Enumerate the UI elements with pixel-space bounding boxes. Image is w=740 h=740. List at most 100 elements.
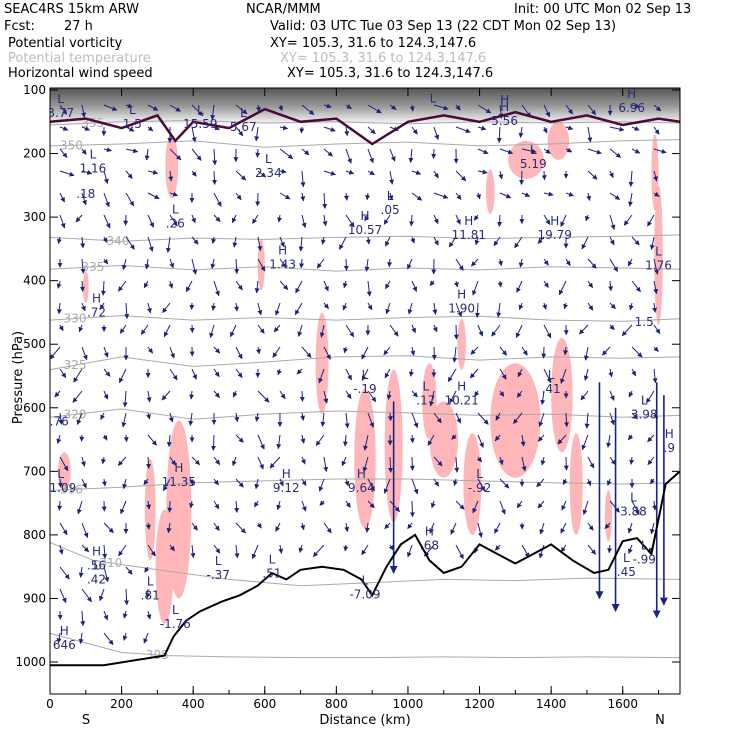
wind-vector (386, 390, 392, 400)
wind-vector (209, 324, 215, 339)
wind-vector (542, 126, 548, 134)
wind-vector (477, 522, 483, 538)
pv-anomaly-shading (57, 452, 71, 491)
wind-vector (300, 170, 306, 188)
plot-frame (49, 87, 681, 695)
wind-vector (234, 412, 240, 423)
pv-extremum-type: H (500, 100, 509, 114)
pv-extremum: .18 (76, 187, 95, 201)
pv-extremum-type: H (665, 427, 674, 441)
wind-vector (385, 280, 391, 290)
wind-vector (188, 412, 194, 426)
wind-vector (472, 280, 479, 296)
wind-vector (498, 456, 504, 466)
wind-vector (213, 522, 220, 532)
wind-vector (213, 280, 220, 297)
pv-extremum-type: H (357, 467, 366, 481)
wind-vector (652, 368, 658, 384)
wind-vector (647, 214, 655, 227)
pv-extremum-type: L (172, 203, 179, 217)
wind-vector (521, 544, 530, 558)
wind-vector (275, 522, 281, 532)
wind-vector (499, 390, 505, 397)
wind-vector (102, 434, 108, 441)
wind-vector (185, 280, 193, 293)
pv-extremum-type: H (360, 209, 369, 223)
wind-vector (59, 126, 69, 131)
wind-vector (411, 126, 418, 135)
pv-extremum: L.17 (416, 379, 435, 407)
wind-vector (429, 522, 435, 534)
x-tick-label: 600 (253, 697, 276, 711)
end-label-left: S (82, 713, 90, 728)
wind-vector (609, 412, 615, 426)
wind-vector (587, 126, 593, 143)
theta-contour (50, 315, 680, 322)
wind-vector (235, 170, 247, 181)
pv-extremum: H.72 (87, 292, 106, 320)
wind-vector (433, 412, 442, 424)
pv-extremum-value: 5.56 (491, 114, 518, 128)
pv-extremum: L15.59 (183, 103, 217, 131)
wind-vector (560, 368, 567, 384)
valid-time: Valid: 03 UTC Tue 03 Sep 13 (22 CDT Mon … (270, 19, 617, 34)
wind-vector (59, 368, 67, 379)
wind-vector (536, 478, 545, 488)
pv-extremum-type: L (269, 552, 276, 566)
wind-vector (432, 324, 438, 333)
wind-vector (585, 214, 590, 222)
wind-vector (409, 214, 415, 227)
wind-vector (101, 456, 106, 465)
wind-vector (146, 390, 152, 403)
theta-contour-label: 310 (99, 556, 122, 570)
wind-vector (653, 280, 659, 295)
pv-extremum: L.42 (87, 559, 106, 587)
wind-vector (168, 170, 174, 182)
wind-vector (58, 324, 64, 332)
wind-vector (81, 170, 93, 175)
wind-vector (433, 126, 440, 141)
wind-vector (257, 302, 263, 316)
wind-vector (213, 500, 220, 510)
wind-vector (213, 346, 221, 354)
wind-vector (649, 236, 655, 250)
wind-vector (323, 280, 329, 292)
wind-vector (609, 148, 622, 158)
wind-vector (607, 544, 613, 554)
wind-vector (117, 280, 127, 292)
x-tick-label: 1200 (464, 697, 495, 711)
wind-vector (647, 434, 655, 443)
y-axis-label: Pressure (hPa) (11, 330, 27, 425)
wind-vector (168, 412, 174, 423)
wind-vector (558, 280, 567, 296)
wind-vector (473, 214, 479, 221)
pv-anomaly-shading (165, 134, 179, 199)
wind-vector (279, 258, 287, 269)
wind-vector (80, 610, 86, 627)
wind-vector (103, 258, 109, 265)
wind-vector (80, 236, 86, 249)
pv-extrema-labels: L3.77 L1.5L15.59L5.67H5.56H6.96L1.16L2.34… (50, 88, 675, 652)
pv-extremum-type: L (90, 147, 97, 161)
pv-extremum: L.45 (617, 551, 636, 579)
wind-vector (81, 588, 92, 603)
wind-vector (516, 390, 523, 398)
wind-vector (538, 412, 545, 428)
pv-extremum-value: 10.21 (444, 393, 478, 407)
wind-vector (499, 478, 510, 489)
wind-vector (431, 148, 437, 159)
pv-extremum-value: 11.81 (452, 228, 486, 242)
wind-vector (143, 478, 149, 486)
wind-vector (411, 324, 416, 334)
wind-vector (383, 346, 391, 356)
wind-vector (190, 544, 196, 559)
wind-vector (57, 500, 63, 511)
wind-vector (433, 478, 440, 487)
pv-extremum: L-.99 (632, 538, 655, 566)
pv-extremum-value: 1.43 (269, 257, 296, 271)
wind-vector (319, 500, 325, 506)
end-label-right: N (655, 713, 665, 728)
wind-vector (81, 126, 91, 131)
wind-vector (345, 368, 352, 381)
wind-vector (519, 170, 525, 186)
